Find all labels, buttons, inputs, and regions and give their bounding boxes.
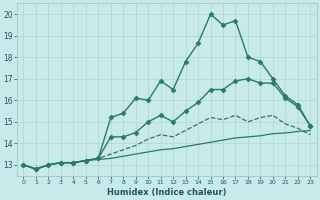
X-axis label: Humidex (Indice chaleur): Humidex (Indice chaleur) (107, 188, 227, 197)
